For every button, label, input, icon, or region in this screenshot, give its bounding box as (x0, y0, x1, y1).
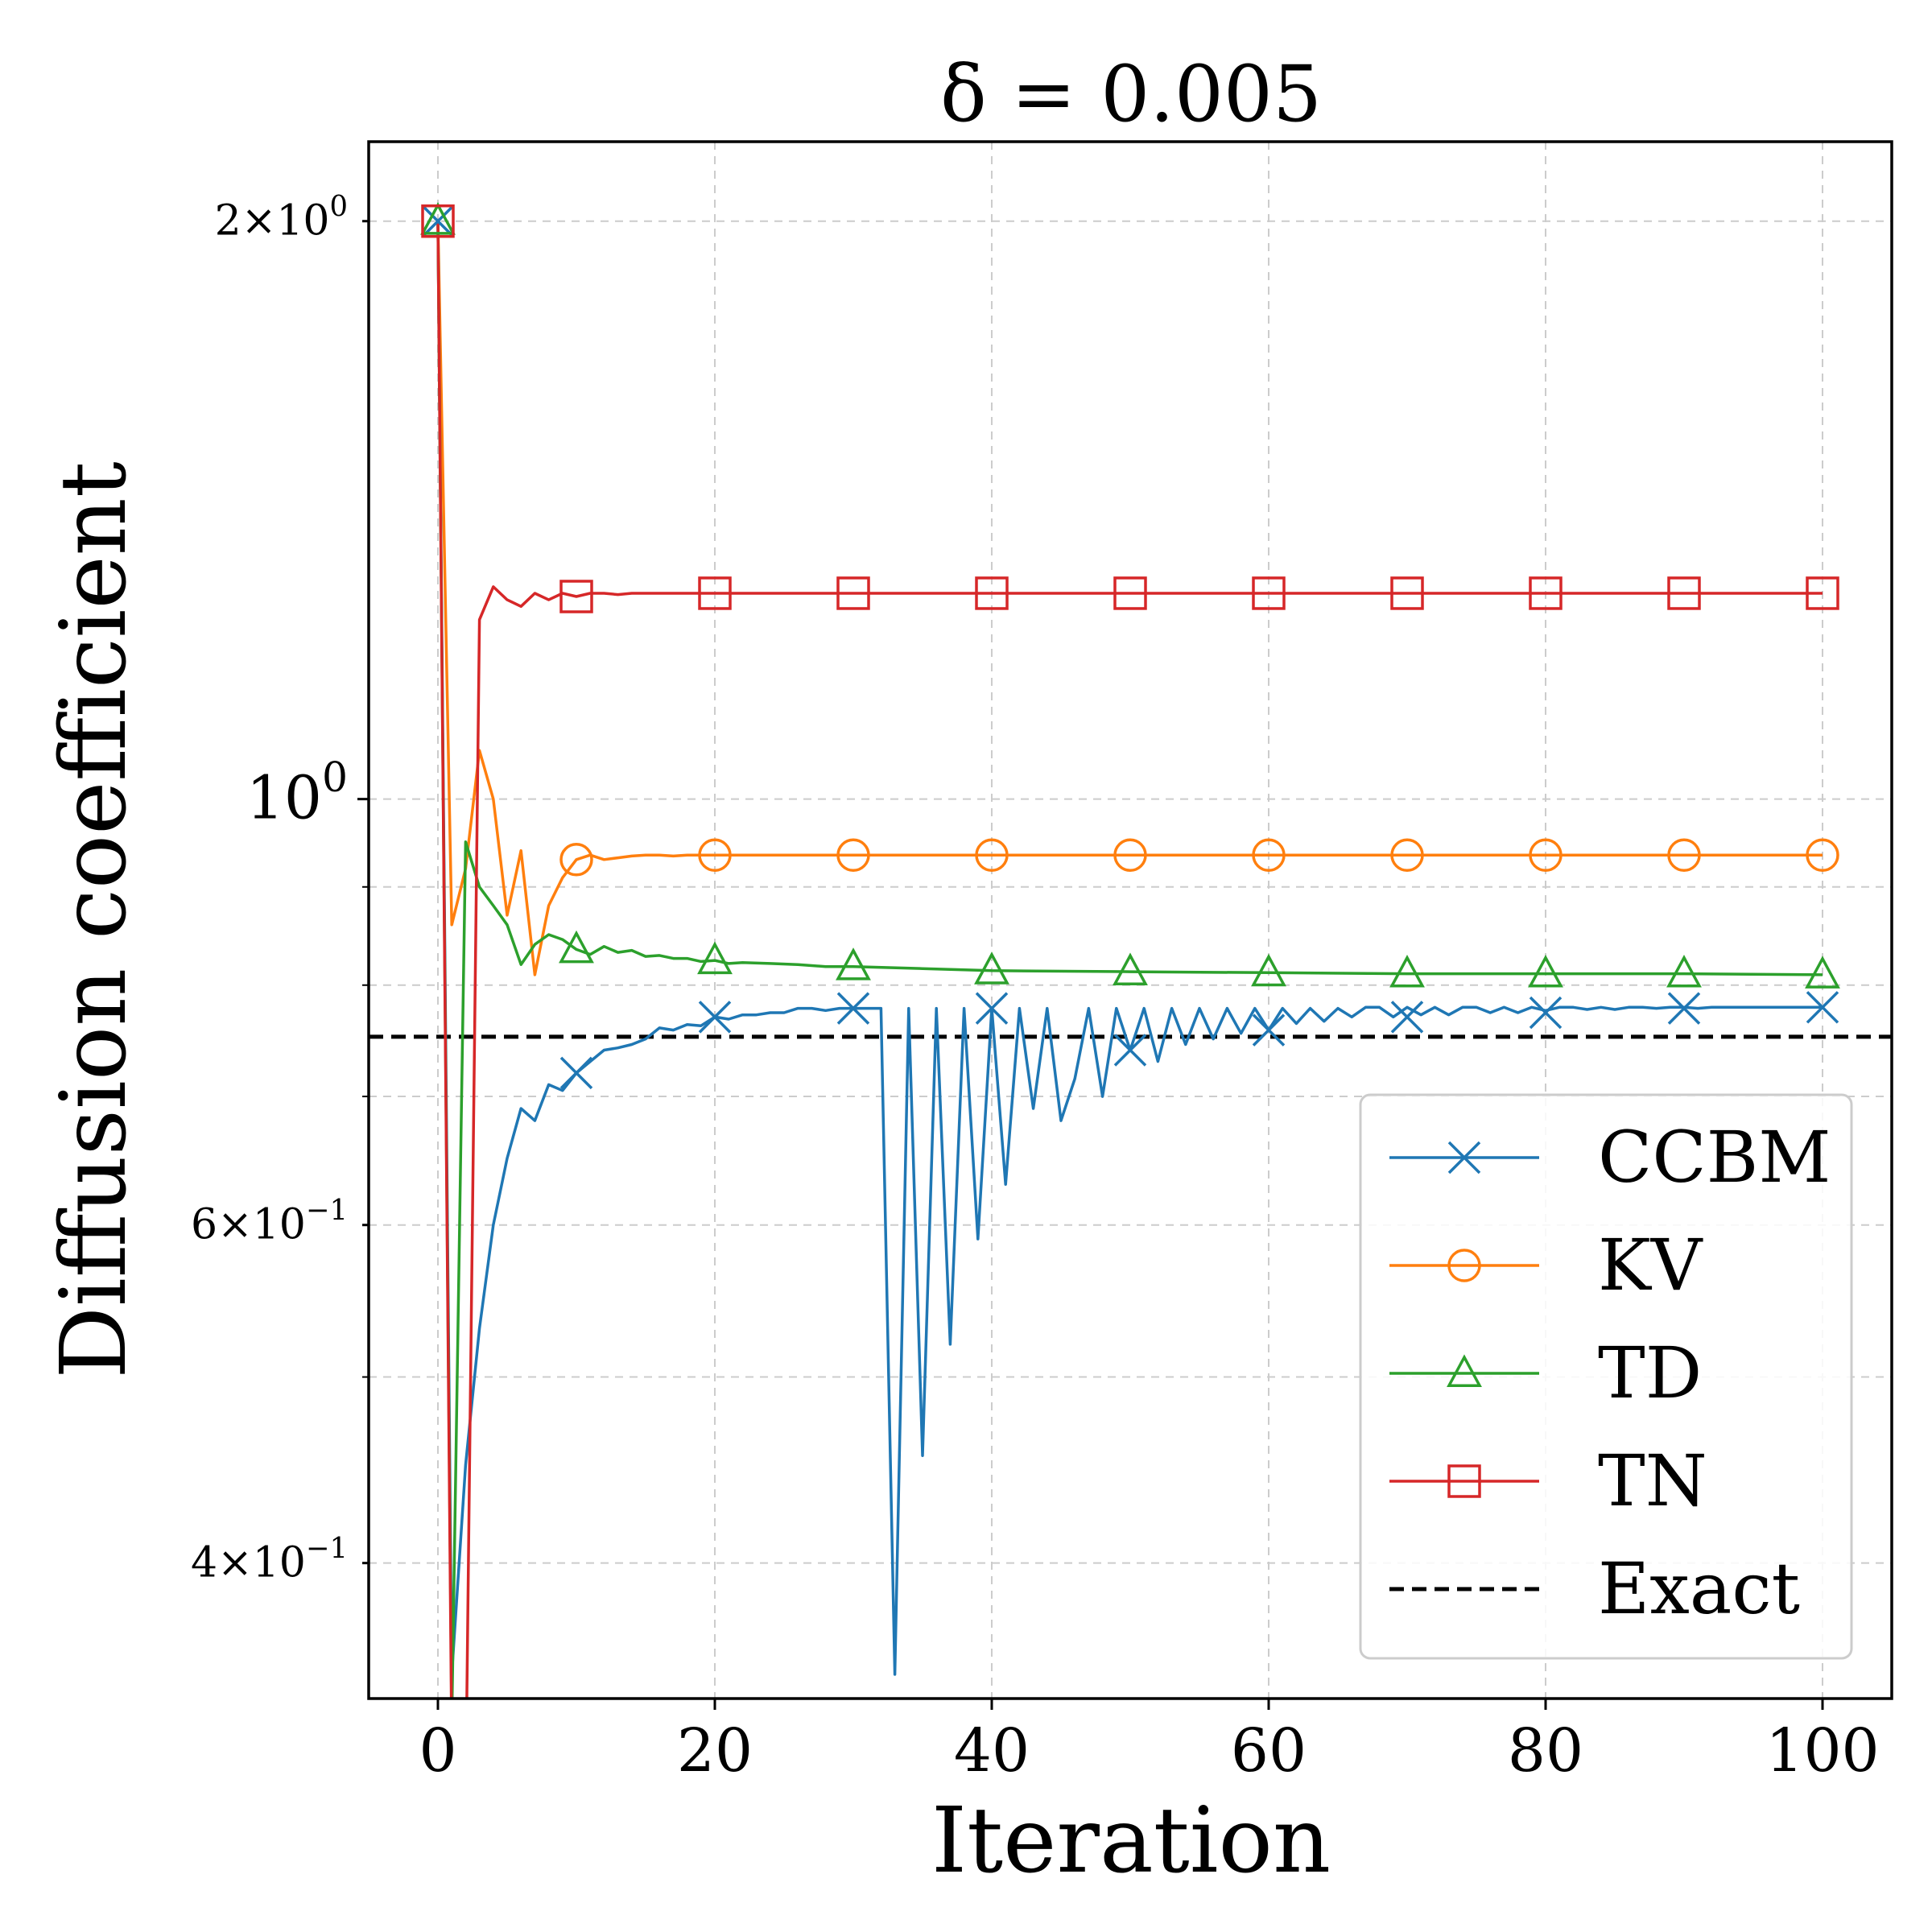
legend-marker-ccbm (1447, 1141, 1481, 1174)
marker-td (1528, 954, 1563, 988)
marker-ccbm (1667, 992, 1701, 1025)
series-line-td (436, 221, 1823, 1699)
marker-td (420, 202, 456, 235)
y-axis-label: Diffusion coefficient (42, 461, 147, 1379)
marker-tn (1252, 576, 1286, 610)
marker-kv (1113, 838, 1147, 872)
marker-kv (1390, 838, 1424, 872)
chart-title: δ = 0.005 (940, 49, 1322, 139)
marker-kv (559, 843, 593, 877)
marker-tn (698, 576, 732, 610)
marker-ccbm (1529, 996, 1563, 1030)
x-tick-label: 20 (677, 1716, 753, 1785)
marker-kv (1667, 838, 1701, 872)
marker-td (1666, 954, 1702, 988)
x-tick-label: 100 (1765, 1716, 1879, 1785)
marker-tn (559, 580, 593, 613)
legend-marker-tn (1447, 1464, 1481, 1498)
marker-tn (1667, 576, 1701, 610)
marker-td (1805, 956, 1840, 989)
marker-kv (975, 838, 1009, 872)
legend-marker-kv (1447, 1249, 1481, 1282)
x-tick-label: 40 (954, 1716, 1030, 1785)
marker-kv (836, 838, 870, 872)
marker-tn (975, 576, 1009, 610)
marker-td (974, 952, 1009, 985)
y-tick-label: 100 (246, 753, 348, 832)
x-axis-label: Iteration (931, 1789, 1331, 1893)
marker-ccbm (836, 992, 870, 1025)
marker-ccbm (1252, 1013, 1286, 1046)
legend-label-tn: TN (1598, 1439, 1707, 1522)
y-tick-label: 2×100 (215, 190, 348, 245)
y-tick-label: 4×10−1 (191, 1532, 348, 1587)
marker-kv (1806, 838, 1839, 872)
marker-tn (1529, 576, 1563, 610)
marker-ccbm (421, 204, 455, 237)
legend-label-exact: Exact (1598, 1547, 1800, 1630)
marker-ccbm (698, 1001, 732, 1034)
plot-frame (367, 140, 1893, 1700)
marker-td (559, 930, 594, 964)
legend-box (1359, 1093, 1853, 1660)
marker-td (1389, 954, 1425, 988)
marker-kv (698, 838, 732, 872)
y-ticks: 2×100 100 6×10−1 4×10−1 (191, 190, 369, 1587)
marker-kv (1252, 838, 1286, 872)
marker-layer (420, 202, 1840, 1090)
legend-label-td: TD (1598, 1331, 1702, 1414)
marker-kv (1529, 838, 1563, 872)
marker-tn (421, 204, 455, 238)
marker-tn (1113, 576, 1147, 610)
marker-ccbm (1390, 1001, 1424, 1034)
series-line-kv (436, 221, 1823, 976)
marker-tn (1806, 576, 1839, 610)
legend-label-ccbm: CCBM (1598, 1116, 1831, 1199)
x-tick-label: 80 (1508, 1716, 1583, 1785)
marker-tn (1390, 576, 1424, 610)
x-tick-label: 60 (1231, 1716, 1307, 1785)
marker-td (1113, 952, 1148, 986)
marker-td (697, 941, 733, 975)
series-line-tn (436, 221, 1823, 1699)
y-tick-label: 6×10−1 (191, 1194, 348, 1249)
x-ticks: 0 20 40 60 80 100 (419, 1699, 1880, 1785)
marker-ccbm (559, 1056, 593, 1090)
legend-marker-td (1447, 1354, 1482, 1387)
marker-ccbm (1806, 991, 1839, 1024)
marker-td (1251, 953, 1286, 987)
legend: CCBM KV TD TN Exact (1359, 1093, 1853, 1660)
legend-label-kv: KV (1598, 1224, 1703, 1307)
x-tick-label: 0 (419, 1716, 456, 1785)
marker-ccbm (1113, 1034, 1147, 1067)
marker-tn (836, 576, 870, 610)
marker-ccbm (975, 992, 1009, 1025)
marker-td (836, 947, 871, 980)
